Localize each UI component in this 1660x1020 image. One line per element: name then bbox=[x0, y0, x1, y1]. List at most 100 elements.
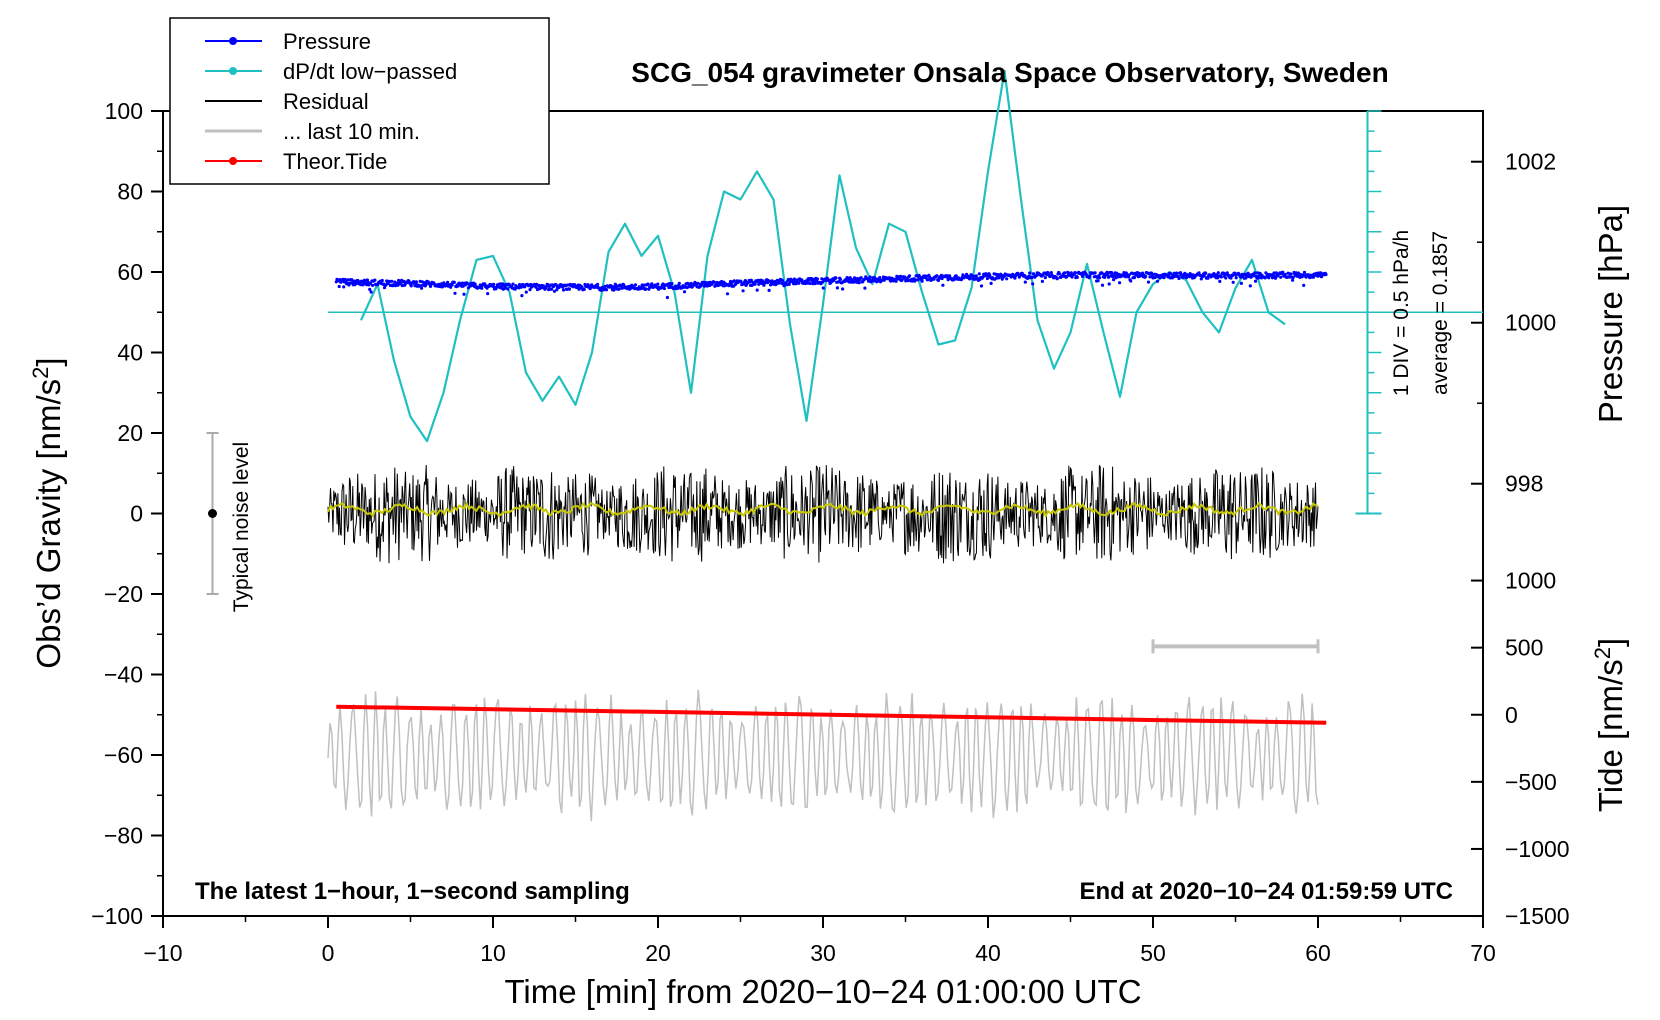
pressure-point bbox=[633, 283, 638, 287]
pressure-point bbox=[755, 288, 759, 292]
pressure-point bbox=[1216, 271, 1220, 275]
legend-label: Pressure bbox=[283, 29, 371, 54]
x-tick-label: −10 bbox=[143, 940, 182, 966]
pressure-point bbox=[945, 274, 949, 278]
pressure-point bbox=[617, 287, 621, 291]
x-tick-label: 50 bbox=[1140, 940, 1166, 966]
pressure-point bbox=[867, 277, 872, 282]
pressure-point bbox=[380, 278, 384, 283]
x-tick-label: 30 bbox=[810, 940, 836, 966]
pressure-point bbox=[1055, 277, 1059, 281]
pressure-point bbox=[1204, 271, 1208, 275]
pressure-point bbox=[859, 276, 863, 280]
pressure-point bbox=[834, 276, 838, 280]
pressure-point bbox=[453, 291, 457, 295]
pressure-point bbox=[450, 283, 454, 287]
pressure-point bbox=[1175, 271, 1179, 275]
pressure-point bbox=[1219, 275, 1223, 279]
pressure-point bbox=[743, 279, 748, 283]
dpdt-average-label: average = 0.1857 bbox=[1429, 231, 1452, 395]
x-tick-label: 0 bbox=[322, 940, 335, 966]
pressure-point bbox=[941, 283, 945, 287]
pressure-point bbox=[1040, 279, 1044, 283]
pressure-point bbox=[511, 282, 515, 286]
pressure-point bbox=[498, 282, 502, 286]
y-tick-label: −40 bbox=[104, 662, 143, 688]
pressure-point bbox=[554, 283, 558, 287]
chart-title: SCG_054 gravimeter Onsala Space Observat… bbox=[631, 57, 1388, 88]
pressure-point bbox=[1118, 281, 1122, 285]
pressure-point bbox=[913, 278, 918, 282]
pressure-point bbox=[646, 282, 650, 286]
pressure-point bbox=[1281, 270, 1285, 274]
pressure-point bbox=[1148, 275, 1152, 279]
pressure-point bbox=[1080, 274, 1085, 278]
pressure-point bbox=[446, 280, 450, 284]
pressure-point bbox=[1218, 279, 1222, 283]
pressure-point bbox=[596, 282, 600, 286]
pressure-point bbox=[473, 282, 477, 286]
pressure-point bbox=[1279, 275, 1283, 279]
pressure-point bbox=[927, 275, 932, 279]
footer-right-label: End at 2020−10−24 01:59:59 UTC bbox=[1079, 878, 1453, 905]
pressure-point bbox=[612, 288, 616, 292]
x-tick-label: 40 bbox=[975, 940, 1001, 966]
pressure-point bbox=[1017, 275, 1022, 279]
pressure-point bbox=[390, 279, 394, 283]
pressure-point bbox=[1127, 273, 1131, 277]
residual-smoothed-series bbox=[327, 501, 1319, 519]
pressure-point bbox=[821, 286, 825, 290]
y-tick-label: −80 bbox=[104, 823, 143, 849]
ticks-group bbox=[151, 110, 1484, 928]
pressure-point bbox=[486, 292, 490, 296]
pressure-point bbox=[954, 274, 958, 278]
pressure-point bbox=[561, 288, 566, 292]
pressure-point bbox=[782, 284, 786, 288]
pressure-point bbox=[979, 284, 984, 288]
pressure-point bbox=[350, 278, 354, 282]
pressure-point bbox=[1005, 277, 1009, 281]
pressure-point bbox=[346, 278, 350, 282]
pressure-tick-label: 1002 bbox=[1505, 149, 1556, 175]
pressure-point bbox=[1234, 276, 1238, 280]
tide-axis-title: Tide [nm/s2] bbox=[1590, 638, 1629, 812]
pressure-point bbox=[1247, 273, 1252, 277]
pressure-point bbox=[785, 283, 789, 287]
pressure-point bbox=[420, 286, 424, 290]
pressure-point bbox=[968, 276, 972, 280]
pressure-point bbox=[1093, 271, 1097, 275]
pressure-point bbox=[1202, 274, 1206, 278]
pressure-point bbox=[1272, 271, 1276, 275]
y-tick-label: 100 bbox=[105, 98, 143, 124]
pressure-point bbox=[492, 282, 496, 286]
pressure-point bbox=[552, 289, 557, 293]
pressure-point bbox=[604, 288, 609, 292]
pressure-point bbox=[760, 279, 765, 283]
pressure-point bbox=[725, 292, 730, 296]
dpdt-series bbox=[359, 69, 1286, 443]
pressure-point bbox=[550, 287, 554, 291]
pressure-point bbox=[1229, 276, 1233, 280]
pressure-point bbox=[1206, 276, 1210, 280]
pressure-point bbox=[1181, 275, 1185, 279]
pressure-point bbox=[1289, 272, 1293, 276]
pressure-point bbox=[753, 282, 757, 286]
tide-tick-label: −500 bbox=[1505, 769, 1557, 795]
pressure-point bbox=[456, 284, 460, 288]
pressure-point bbox=[808, 281, 812, 286]
pressure-point bbox=[506, 287, 510, 291]
pressure-point bbox=[1224, 276, 1228, 280]
pressure-point bbox=[1132, 276, 1136, 280]
pressure-point bbox=[462, 292, 466, 296]
residual-series bbox=[327, 464, 1319, 564]
pressure-point bbox=[1253, 271, 1257, 275]
pressure-point bbox=[1088, 274, 1092, 278]
x-axis-title: Time [min] from 2020−10−24 01:00:00 UTC bbox=[504, 973, 1141, 1010]
y-tick-label: 80 bbox=[117, 179, 143, 205]
pressure-point bbox=[373, 278, 377, 282]
pressure-series bbox=[334, 270, 1328, 300]
pressure-point bbox=[863, 286, 867, 290]
pressure-point bbox=[440, 285, 444, 289]
pressure-point bbox=[1144, 274, 1148, 279]
pressure-point bbox=[1155, 279, 1160, 283]
